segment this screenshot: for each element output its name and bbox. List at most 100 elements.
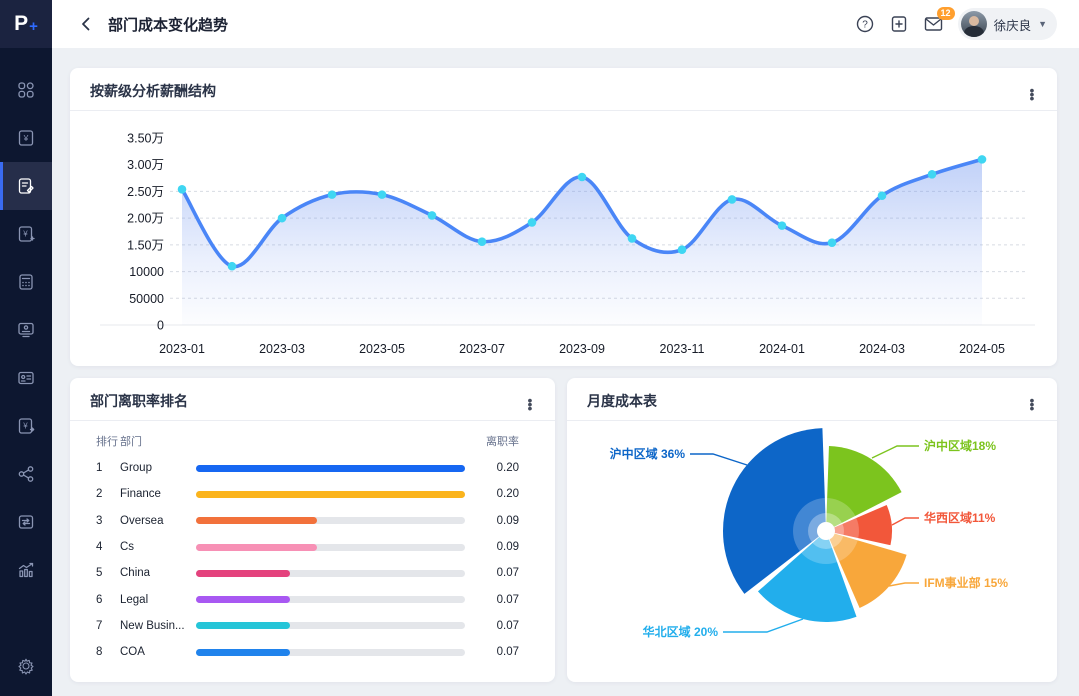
data-point[interactable] <box>427 211 437 220</box>
dept-name: Group <box>120 462 152 475</box>
y-axis-tick-label: 3.50万 <box>127 132 164 146</box>
y-axis-tick-label: 10000 <box>129 265 164 279</box>
sidebar-item-1[interactable]: ¥ <box>0 114 52 162</box>
help-button[interactable]: ? <box>855 14 875 34</box>
pie-slice[interactable] <box>757 531 857 622</box>
pie-slice[interactable] <box>826 531 907 608</box>
turnover-row[interactable]: 7 New Busin... 0.07 <box>96 613 519 639</box>
y-axis-tick-label: 1.50万 <box>127 238 164 252</box>
sidebar-item-settings[interactable] <box>0 642 52 690</box>
turnover-row[interactable]: 4 Cs 0.09 <box>96 534 519 560</box>
rate-bar-track <box>196 596 465 604</box>
rank-number: 7 <box>96 619 103 632</box>
rate-bar-fill <box>196 464 465 472</box>
rate-value: 0.20 <box>496 462 519 475</box>
chevron-left-icon <box>82 17 90 31</box>
dept-name: Cs <box>120 541 135 554</box>
data-point[interactable] <box>177 184 187 194</box>
pie-slice[interactable] <box>723 428 826 594</box>
dept-name: China <box>120 567 151 580</box>
rate-bar-track <box>196 464 465 472</box>
app-logo[interactable]: P + <box>0 0 52 48</box>
turnover-card-title: 部门离职率排名 <box>90 393 188 409</box>
sidebar-item-6[interactable] <box>0 354 52 402</box>
pie-label: 华西区域11% <box>924 510 996 525</box>
cost-card-menu-button[interactable]: • • • <box>1029 392 1035 416</box>
back-button[interactable] <box>78 16 94 32</box>
doc-exchange-icon <box>18 515 34 529</box>
salary-card-menu-button[interactable]: • • • <box>1029 82 1035 106</box>
messages-button[interactable]: 12 <box>923 7 955 34</box>
turnover-row[interactable]: 8 COA 0.07 <box>96 639 519 665</box>
sidebar-item-5[interactable] <box>0 306 52 354</box>
gear-icon <box>18 658 34 675</box>
pie-leader-line <box>723 618 804 633</box>
data-point[interactable] <box>477 237 487 246</box>
turnover-columns-header: 排行 部门 离职率 <box>70 421 555 453</box>
turnover-row[interactable]: 1 Group 0.20 <box>96 455 519 481</box>
svg-text:¥: ¥ <box>22 230 28 239</box>
rank-number: 6 <box>96 593 103 606</box>
rate-bar-fill <box>196 596 291 604</box>
pie-label: 沪中区域 36% <box>610 446 686 461</box>
data-point[interactable] <box>277 213 287 223</box>
data-point[interactable] <box>377 190 387 199</box>
sidebar-item-8[interactable] <box>0 450 52 498</box>
data-point[interactable] <box>777 221 787 230</box>
data-point[interactable] <box>927 170 937 179</box>
user-menu[interactable]: 徐庆良 ▼ <box>957 8 1057 40</box>
data-point[interactable] <box>827 238 837 248</box>
sidebar-item-9[interactable] <box>0 498 52 546</box>
data-point[interactable] <box>727 195 737 204</box>
data-point[interactable] <box>677 245 687 254</box>
x-axis-tick-label: 2023-09 <box>559 342 605 356</box>
monthly-cost-card: 月度成本表 • • • 沪中区域18% 华西区域11% IFM事业部 15% 华北区域 2… <box>567 378 1057 682</box>
sidebar-item-0[interactable] <box>0 66 52 114</box>
data-point[interactable] <box>977 155 987 164</box>
monthly-cost-pie-chart: 沪中区域18% 华西区域11% IFM事业部 15% 华北区域 20% 沪中区域 36% <box>610 428 1008 639</box>
dashboard-main: 按薪级分析薪酬结构 • • • 3.50万 3.00万 2.50万 2.00万 1.50万 1… <box>52 48 1079 696</box>
calculator-icon <box>19 274 33 290</box>
sidebar-item-2[interactable] <box>0 162 52 210</box>
turnover-row[interactable]: 2 Finance 0.20 <box>96 481 519 507</box>
rate-bar-track <box>196 543 465 551</box>
data-point[interactable] <box>327 190 337 199</box>
pie-leader-line <box>891 517 919 526</box>
sidebar-item-3[interactable]: ¥ <box>0 210 52 258</box>
data-point[interactable] <box>527 218 537 227</box>
share-nodes-icon <box>18 466 34 482</box>
sidebar-item-10[interactable] <box>0 546 52 594</box>
rank-number: 8 <box>96 646 103 659</box>
data-point[interactable] <box>577 172 587 182</box>
salary-card-header: 按薪级分析薪酬结构 • • • <box>70 68 1057 111</box>
rate-value: 0.07 <box>496 593 519 606</box>
x-axis-tick-label: 2023-01 <box>159 342 205 356</box>
rank-number: 1 <box>96 462 103 475</box>
y-axis-tick-label: 3.00万 <box>127 158 164 172</box>
turnover-row[interactable]: 5 China 0.07 <box>96 560 519 586</box>
data-point[interactable] <box>227 261 237 271</box>
sidebar-item-4[interactable] <box>0 258 52 306</box>
dept-name: New Busin... <box>120 619 185 632</box>
data-point[interactable] <box>877 191 887 201</box>
rate-value: 0.07 <box>496 567 519 580</box>
pie-slice[interactable] <box>826 446 902 531</box>
data-point[interactable] <box>627 234 637 243</box>
turnover-row[interactable]: 6 Legal 0.07 <box>96 586 519 612</box>
rate-bar-track <box>196 569 465 577</box>
new-document-button[interactable] <box>889 14 909 34</box>
pie-slice[interactable] <box>826 504 892 546</box>
cost-card-header: 月度成本表 • • • <box>567 378 1057 421</box>
sidebar-item-7[interactable]: ¥ <box>0 402 52 450</box>
y-axis-tick-label: 0 <box>157 319 164 333</box>
rate-bar-fill <box>196 569 291 577</box>
dashboard-grid-icon <box>18 82 34 98</box>
bar-chart-icon <box>18 562 34 578</box>
page-title: 部门成本变化趋势 <box>108 16 229 34</box>
turnover-card-menu-button[interactable]: • • • <box>527 392 533 416</box>
sidebar: P + ¥ ¥ ¥ <box>0 0 52 696</box>
x-axis-tick-label: 2023-11 <box>660 342 705 356</box>
turnover-row[interactable]: 3 Oversea 0.09 <box>96 508 519 534</box>
mail-badge: 12 <box>936 7 955 20</box>
